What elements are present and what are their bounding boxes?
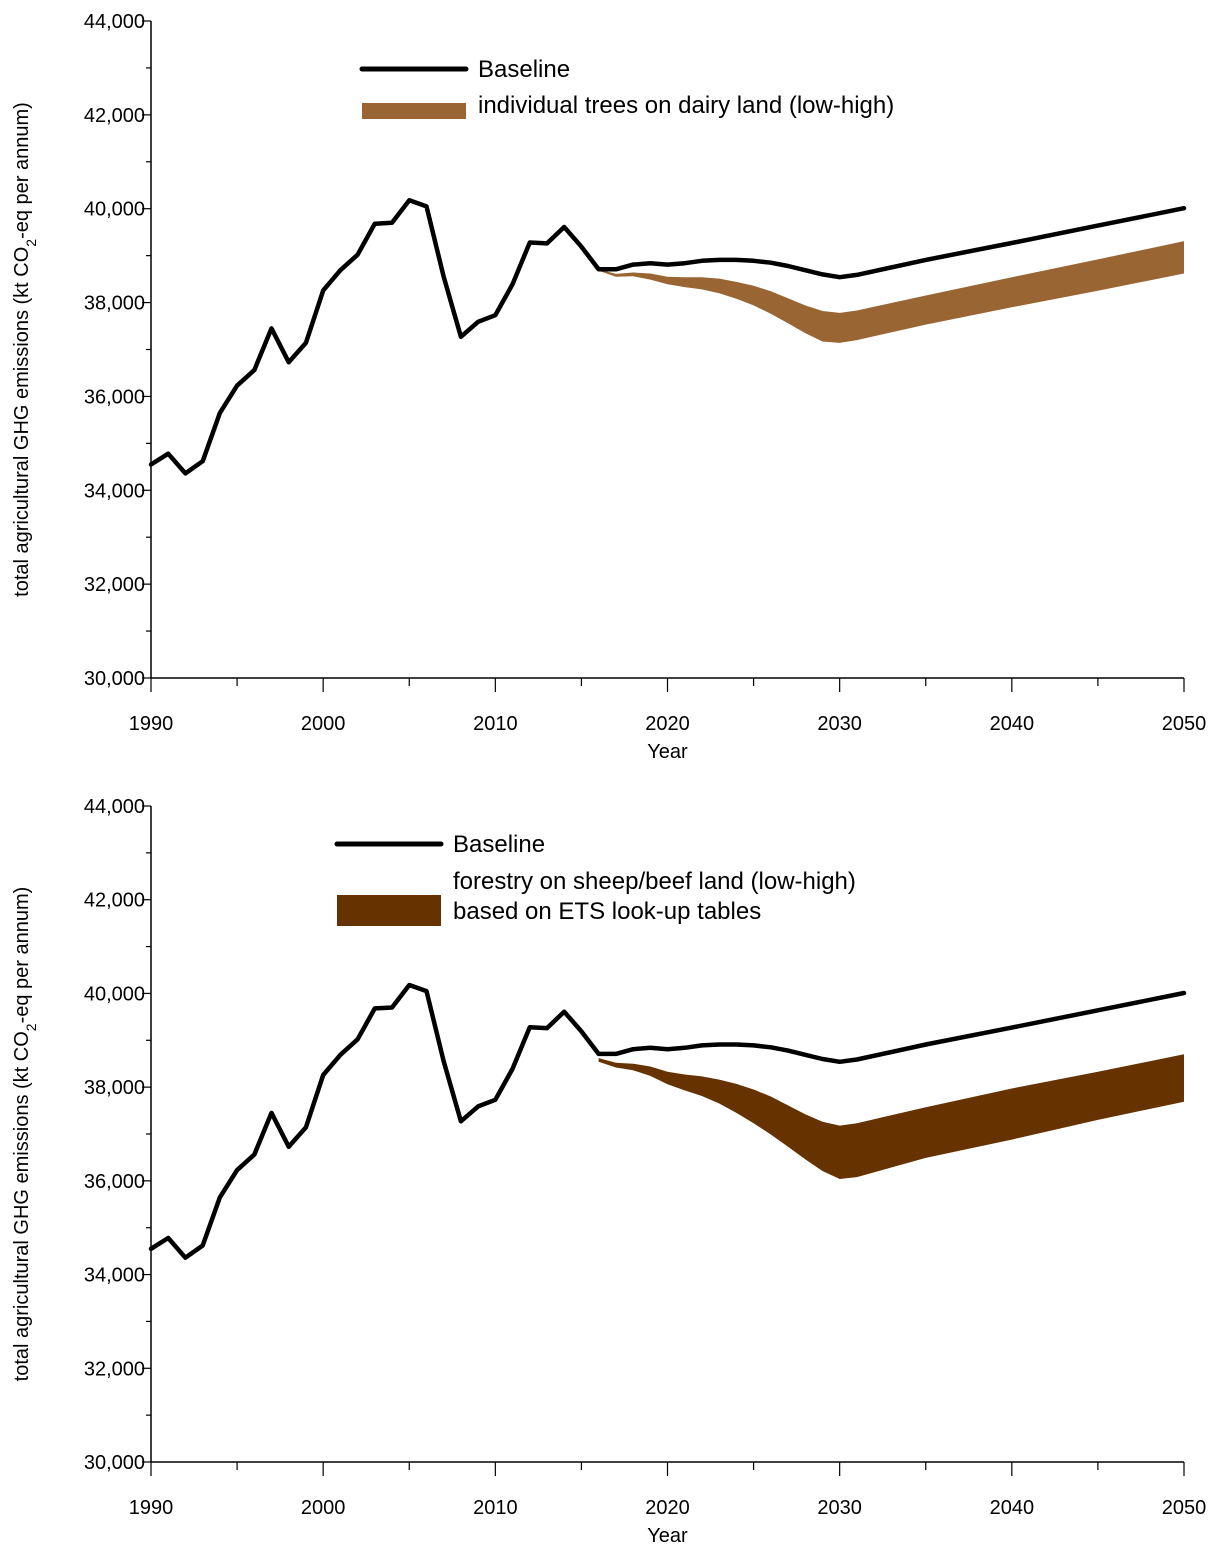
x-tick-label: 2050 — [1162, 713, 1207, 735]
y-tick-label: 36,000 — [84, 1171, 145, 1193]
y-tick-label: 40,000 — [84, 199, 145, 221]
y-tick-label: 30,000 — [84, 668, 145, 690]
y-tick-label: 38,000 — [84, 1077, 145, 1099]
x-tick-label: 2010 — [473, 713, 518, 735]
x-axis-title: Year — [647, 1525, 688, 1546]
y-tick-label: 42,000 — [84, 105, 145, 127]
chart-panel-1: 30,000 32,000 34,000 36,000 38,000 40,000 42,0… — [11, 11, 1206, 763]
x-tick-label: 1990 — [129, 1497, 174, 1519]
x-tick-label: 2020 — [645, 713, 690, 735]
y-tick-label: 44,000 — [84, 11, 145, 33]
y-axis-title: total agricultural GHG emissions (kt CO2… — [11, 102, 39, 597]
y-tick-label: 38,000 — [84, 293, 145, 315]
baseline-line — [148, 982, 1187, 1260]
legend-label-band-line: forestry on sheep/beef land (low-high) — [453, 868, 856, 895]
x-tick-label: 2040 — [990, 713, 1035, 735]
legend-label-band-line: based on ETS look-up tables — [453, 898, 761, 925]
chart-panel-2: 30,000 32,000 34,000 36,000 38,000 40,000 42,0… — [11, 796, 1206, 1546]
y-axis-title: total agricultural GHG emissions (kt CO2… — [11, 887, 39, 1382]
y-tick-label: 32,000 — [84, 1358, 145, 1380]
x-tick-label: 1990 — [129, 713, 174, 735]
legend-label-baseline: Baseline — [453, 831, 545, 858]
x-tick-label: 2020 — [645, 1497, 690, 1519]
range-band — [598, 1054, 1184, 1179]
x-tick-label: 2030 — [817, 713, 862, 735]
x-axis-title: Year — [647, 741, 688, 763]
legend-label-baseline: Baseline — [478, 56, 570, 83]
y-tick-label: 42,000 — [84, 890, 145, 912]
legend-swatch-band — [362, 103, 466, 119]
x-tick-label: 2010 — [473, 1497, 518, 1519]
x-tick-label: 2030 — [817, 1497, 862, 1519]
legend-swatch-band — [337, 895, 441, 926]
y-tick-label: 30,000 — [84, 1452, 145, 1474]
y-tick-label: 40,000 — [84, 983, 145, 1005]
x-tick-label: 2050 — [1162, 1497, 1207, 1519]
y-tick-label: 32,000 — [84, 574, 145, 596]
range-band — [598, 241, 1184, 343]
baseline-line — [148, 198, 1187, 476]
x-tick-label: 2040 — [990, 1497, 1035, 1519]
y-tick-label: 34,000 — [84, 480, 145, 502]
x-tick-label: 2000 — [301, 1497, 346, 1519]
legend-label-band: individual trees on dairy land (low-high… — [478, 92, 894, 119]
x-tick-label: 2000 — [301, 713, 346, 735]
y-tick-label: 34,000 — [84, 1265, 145, 1287]
y-tick-label: 36,000 — [84, 386, 145, 408]
y-tick-label: 44,000 — [84, 796, 145, 818]
